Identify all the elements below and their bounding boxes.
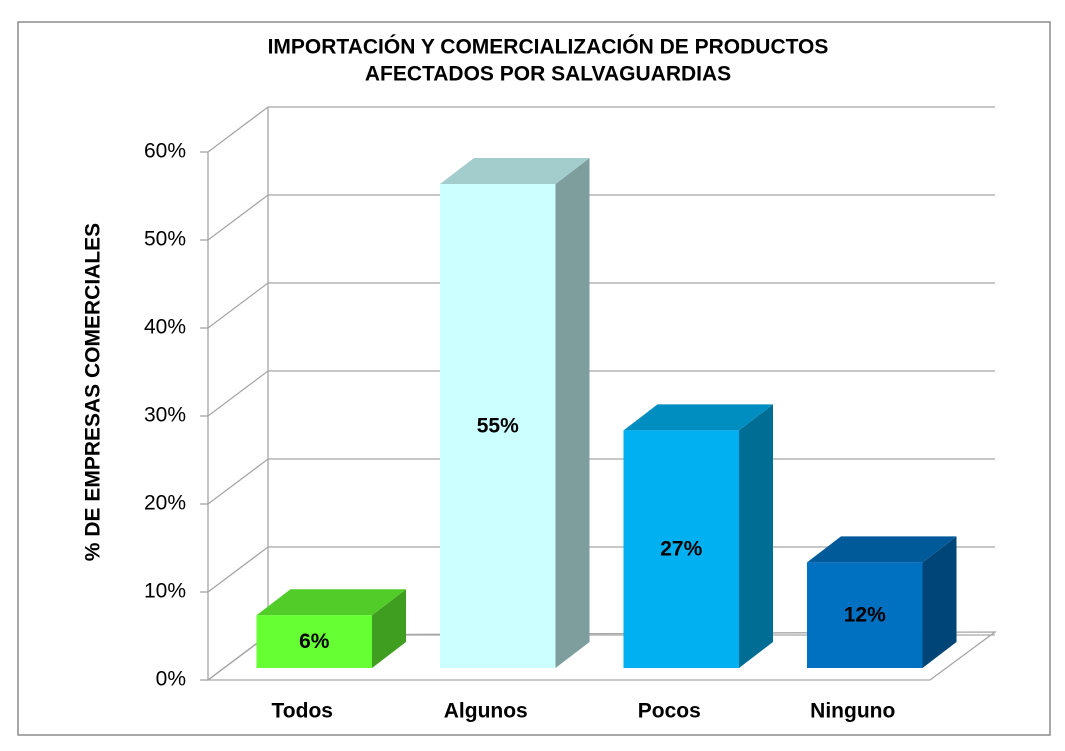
y-tick-label: 20%: [144, 492, 186, 515]
chart-title: AFECTADOS POR SALVAGUARDIAS: [365, 63, 731, 86]
x-tick-label: Ninguno: [810, 700, 895, 723]
x-tick-label: Algunos: [444, 700, 528, 723]
bar-side: [555, 158, 590, 668]
y-tick-label: 40%: [144, 316, 186, 339]
y-axis-label: % DE EMPRESAS COMERCIALES: [82, 223, 105, 561]
y-tick-label: 30%: [144, 404, 186, 427]
grid-line: [207, 370, 995, 417]
data-label: 27%: [660, 538, 702, 561]
y-tick-label: 0%: [156, 668, 186, 691]
bar-top: [439, 158, 590, 184]
chart-title: IMPORTACIÓN Y COMERCIALIZACIÓN DE PRODUC…: [268, 35, 829, 59]
bar: [806, 562, 923, 668]
data-label: 6%: [299, 630, 330, 653]
data-label: 55%: [477, 415, 519, 438]
bar-top: [623, 404, 774, 431]
y-tick-label: 10%: [144, 580, 186, 603]
data-label: 12%: [844, 604, 886, 627]
x-tick-label: Pocos: [638, 700, 701, 723]
x-tick-label: Todos: [272, 700, 333, 723]
bar-top: [256, 589, 407, 616]
bar: [256, 615, 373, 668]
grid-line: [207, 282, 995, 329]
bar-top: [806, 536, 957, 563]
grid-line: [207, 194, 995, 241]
bar: [439, 184, 556, 668]
bar-side: [739, 404, 774, 668]
bar: [623, 430, 740, 668]
bar-side: [922, 536, 957, 668]
bar-side: [372, 589, 407, 668]
y-tick-label: 50%: [144, 228, 186, 251]
grid-line: [207, 106, 995, 153]
y-tick-label: 60%: [144, 140, 186, 163]
